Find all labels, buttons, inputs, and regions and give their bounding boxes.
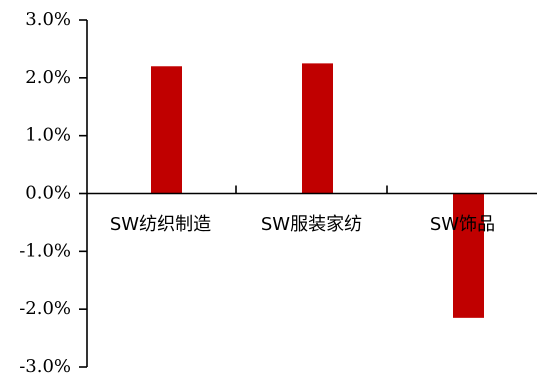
- y-tick-label: 0.0%: [25, 183, 71, 204]
- bar: [453, 193, 484, 318]
- bar: [151, 66, 182, 194]
- y-tick-label: -1.0%: [19, 240, 71, 261]
- category-labels: SW纺织制造 SW服装家纺 SW饰品: [110, 214, 495, 235]
- y-axis-ticks: 3.0% 2.0% 1.0% 0.0% -1.0% -2.0% -3.0%: [19, 9, 87, 376]
- y-tick-label: -3.0%: [19, 356, 71, 376]
- y-tick-label: 1.0%: [25, 125, 71, 146]
- y-tick-label: -2.0%: [19, 298, 71, 319]
- category-label: SW纺织制造: [110, 214, 211, 235]
- category-label: SW服装家纺: [261, 214, 362, 235]
- bar-series: [151, 63, 484, 318]
- category-label: SW饰品: [430, 214, 495, 235]
- bar: [302, 63, 333, 194]
- y-tick-label: 3.0%: [25, 9, 71, 30]
- y-tick-label: 2.0%: [25, 67, 71, 88]
- x-axis-ticks: [235, 185, 388, 194]
